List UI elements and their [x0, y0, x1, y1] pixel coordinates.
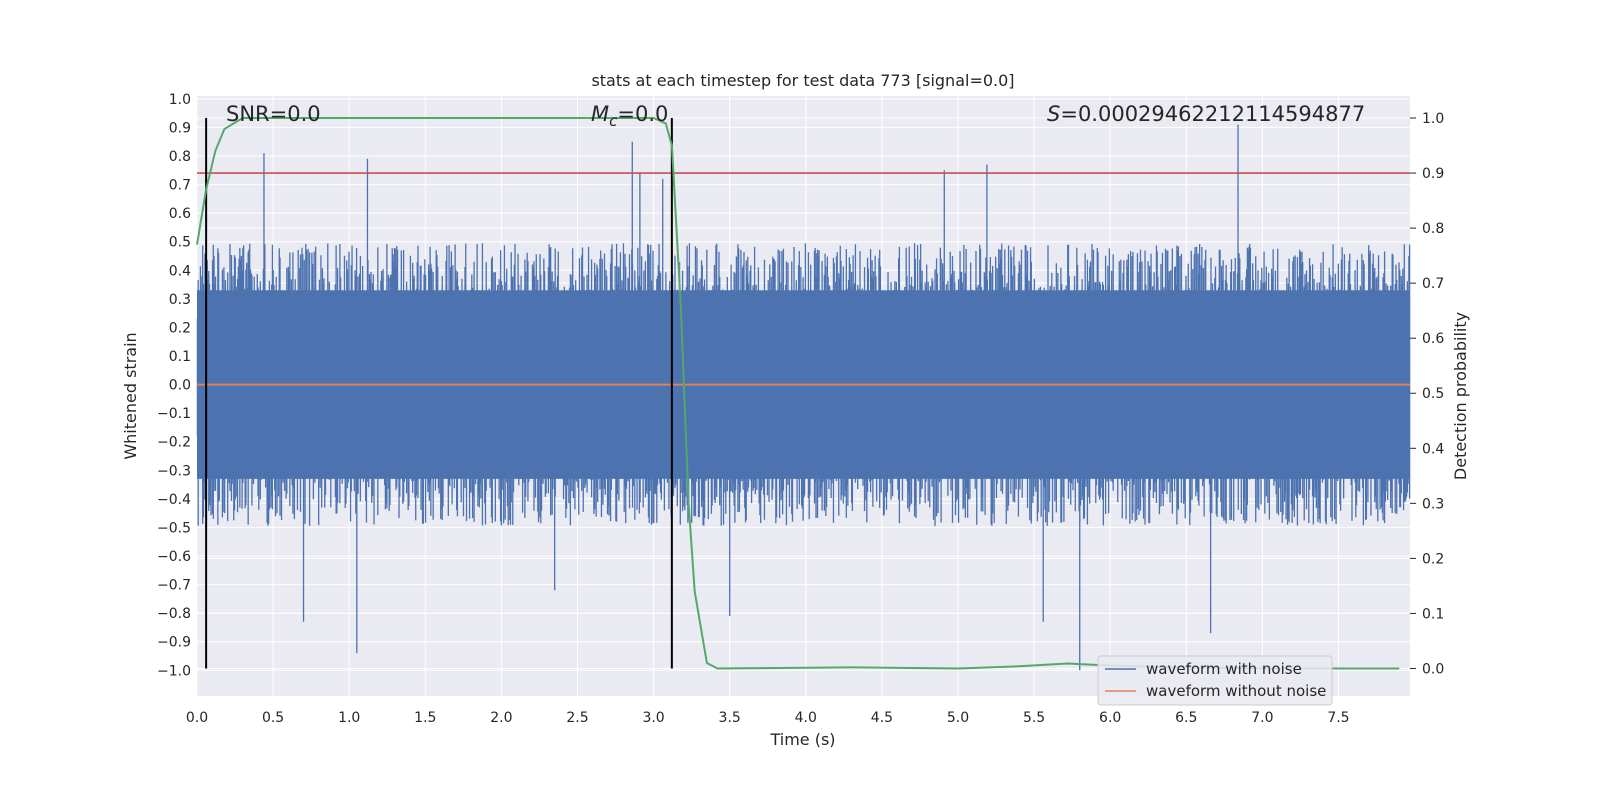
x-tick-label: 1.5	[414, 710, 436, 726]
noise-trace	[196, 124, 1411, 671]
y2-tick-label: 0.5	[1422, 386, 1444, 402]
y-axis-label: Whitened strain	[121, 332, 140, 459]
x-tick-label: 5.5	[1023, 710, 1045, 726]
legend-label-clean: waveform without noise	[1146, 682, 1326, 700]
legend: waveform with noise waveform without noi…	[1097, 655, 1333, 706]
y-tick-label: 0.5	[169, 235, 191, 251]
y-tick-label: 0.0	[169, 378, 191, 394]
y-tick-label: −0.4	[157, 492, 191, 508]
y-tick-label: −0.1	[157, 406, 191, 422]
y-tick-label: −0.8	[157, 606, 191, 622]
x-tick-label: 6.5	[1175, 710, 1197, 726]
y2-tick-label: 0.2	[1422, 551, 1444, 567]
annotation-chirp-mass: Mc=0.0	[591, 102, 668, 130]
x-tick-label: 6.0	[1099, 710, 1121, 726]
y-tick-label: −1.0	[157, 663, 191, 679]
x-tick-label: 2.0	[490, 710, 512, 726]
y-tick-label: 0.2	[169, 320, 191, 336]
y2-tick-label: 0.4	[1422, 441, 1444, 457]
chart-title: stats at each timestep for test data 773…	[591, 71, 1014, 90]
y-tick-label: 0.3	[169, 292, 191, 308]
y2-tick-label: 0.1	[1422, 606, 1444, 622]
x-axis-label: Time (s)	[769, 730, 835, 749]
x-tick-label: 4.0	[795, 710, 817, 726]
y-tick-label: −0.2	[157, 435, 191, 451]
x-tick-label: 2.5	[566, 710, 588, 726]
x-tick-label: 3.0	[642, 710, 664, 726]
y-tick-label: 0.1	[169, 349, 191, 365]
y2-tick-label: 0.3	[1422, 496, 1444, 512]
y-tick-label: −0.9	[157, 635, 191, 651]
y-tick-label: −0.3	[157, 463, 191, 479]
y2-tick-labels: 0.0 0.1 0.2 0.3 0.4 0.5 0.6 0.7 0.8 0.9 1.0	[1410, 111, 1444, 677]
x-tick-label: 1.0	[338, 710, 360, 726]
series-lines	[196, 117, 1410, 670]
x-tick-label: 7.5	[1327, 710, 1349, 726]
y-tick-label: 1.0	[169, 92, 191, 108]
annotation-statistic: S=0.00029462212114594877	[1047, 102, 1365, 126]
x-tick-labels: 0.0 0.5 1.0 1.5 2.0 2.5 3.0 3.5 4.0 4.5 5.0 5.5 6.0 6…	[186, 710, 1350, 726]
x-tick-label: 0.5	[262, 710, 284, 726]
x-tick-label: 0.0	[186, 710, 208, 726]
y2-tick-label: 0.7	[1422, 276, 1444, 292]
y-tick-label: 0.8	[169, 149, 191, 165]
legend-box	[1097, 655, 1333, 706]
y-tick-label: 0.9	[169, 120, 191, 136]
series-detection-probability	[196, 117, 1400, 670]
y-tick-label: 0.4	[169, 263, 191, 279]
annotation-snr: SNR=0.0	[226, 102, 321, 126]
y2-tick-label: 1.0	[1422, 111, 1444, 127]
y-tick-label: −0.5	[157, 520, 191, 536]
y2-tick-label: 0.6	[1422, 331, 1444, 347]
y-tick-label: 0.7	[169, 178, 191, 194]
y-tick-labels: 1.0 0.9 0.8 0.7 0.6 0.5 0.4 0.3 0.2 0.1 0.0 −0.1 −0.…	[157, 92, 191, 679]
y2-tick-label: 0.9	[1422, 166, 1444, 182]
y-tick-label: 0.6	[169, 206, 191, 222]
x-tick-label: 5.0	[947, 710, 969, 726]
x-tick-label: 4.5	[871, 710, 893, 726]
y-tick-label: −0.7	[157, 578, 191, 594]
x-tick-label: 7.0	[1251, 710, 1273, 726]
y-tick-label: −0.6	[157, 549, 191, 565]
y2-axis-label: Detection probability	[1451, 312, 1470, 480]
y2-tick-label: 0.8	[1422, 221, 1444, 237]
x-tick-label: 3.5	[719, 710, 741, 726]
y2-tick-label: 0.0	[1422, 661, 1444, 677]
legend-label-noise: waveform with noise	[1146, 660, 1302, 678]
